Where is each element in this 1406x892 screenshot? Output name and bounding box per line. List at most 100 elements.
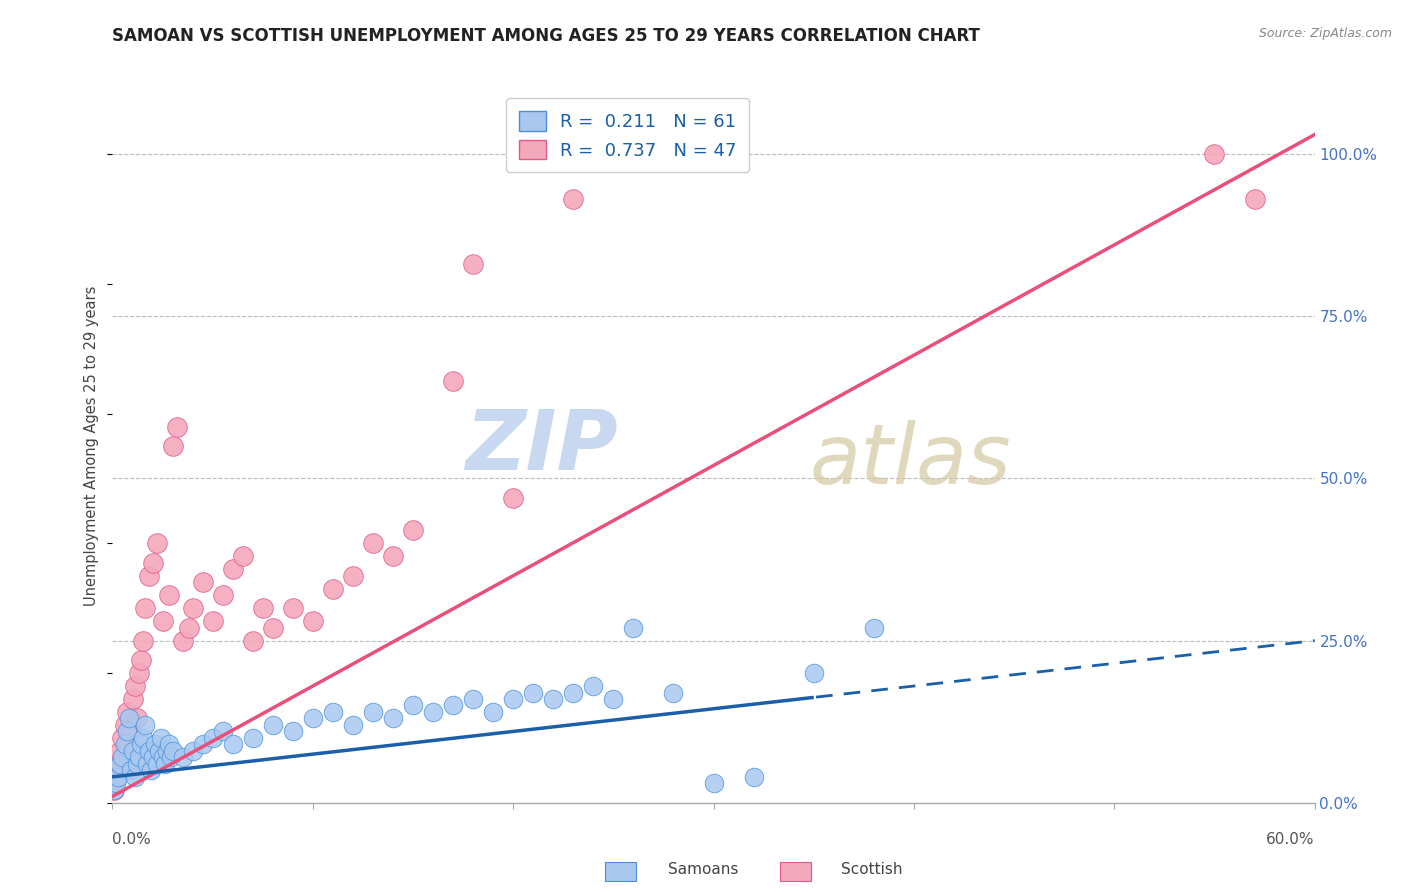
Point bbox=[302, 711, 325, 725]
Point bbox=[522, 685, 544, 699]
Point bbox=[155, 744, 177, 758]
Point bbox=[252, 601, 274, 615]
Point bbox=[124, 679, 146, 693]
Point bbox=[162, 439, 184, 453]
Point bbox=[281, 724, 304, 739]
Point bbox=[702, 776, 725, 790]
Point bbox=[152, 614, 174, 628]
Point bbox=[103, 782, 125, 797]
Point bbox=[157, 738, 180, 752]
Point bbox=[172, 750, 194, 764]
Point bbox=[107, 756, 129, 771]
Point bbox=[482, 705, 505, 719]
Point bbox=[110, 756, 132, 771]
Point bbox=[302, 614, 325, 628]
Point bbox=[120, 724, 142, 739]
Text: SAMOAN VS SCOTTISH UNEMPLOYMENT AMONG AGES 25 TO 29 YEARS CORRELATION CHART: SAMOAN VS SCOTTISH UNEMPLOYMENT AMONG AG… bbox=[112, 27, 980, 45]
Point bbox=[222, 562, 245, 576]
Point bbox=[621, 621, 644, 635]
Point bbox=[162, 744, 184, 758]
Point bbox=[242, 731, 264, 745]
Point bbox=[172, 633, 194, 648]
Point bbox=[145, 536, 167, 550]
Point bbox=[211, 588, 233, 602]
Point bbox=[128, 750, 150, 764]
Point bbox=[159, 750, 181, 764]
Point bbox=[602, 692, 624, 706]
Point bbox=[103, 782, 125, 797]
Point bbox=[242, 633, 264, 648]
Point bbox=[114, 738, 136, 752]
Point bbox=[422, 705, 444, 719]
Point bbox=[111, 750, 134, 764]
Point bbox=[222, 738, 245, 752]
Bar bbox=[605, 862, 636, 881]
Point bbox=[121, 744, 143, 758]
Point bbox=[166, 419, 188, 434]
Point bbox=[110, 744, 132, 758]
Point bbox=[461, 692, 484, 706]
Point bbox=[134, 601, 156, 615]
Point bbox=[145, 756, 167, 771]
Y-axis label: Unemployment Among Ages 25 to 29 years: Unemployment Among Ages 25 to 29 years bbox=[84, 285, 100, 607]
Point bbox=[262, 621, 284, 635]
Point bbox=[134, 718, 156, 732]
Point bbox=[138, 744, 160, 758]
Point bbox=[382, 711, 405, 725]
Point bbox=[115, 705, 138, 719]
Point bbox=[131, 633, 153, 648]
Text: Scottish: Scottish bbox=[841, 863, 903, 877]
Point bbox=[342, 568, 364, 582]
Text: Samoans: Samoans bbox=[668, 863, 738, 877]
Point bbox=[128, 666, 150, 681]
Point bbox=[361, 536, 384, 550]
Point bbox=[124, 770, 146, 784]
Point bbox=[177, 621, 200, 635]
Text: ZIP: ZIP bbox=[465, 406, 617, 486]
Point bbox=[191, 738, 214, 752]
Point bbox=[562, 685, 585, 699]
Point bbox=[322, 705, 344, 719]
Point bbox=[131, 731, 153, 745]
Point bbox=[211, 724, 233, 739]
Point bbox=[117, 738, 139, 752]
Point bbox=[141, 750, 163, 764]
Point bbox=[342, 718, 364, 732]
Text: Source: ZipAtlas.com: Source: ZipAtlas.com bbox=[1258, 27, 1392, 40]
Point bbox=[152, 750, 174, 764]
Point bbox=[139, 764, 162, 778]
Point bbox=[129, 653, 152, 667]
Point bbox=[361, 705, 384, 719]
Point bbox=[125, 711, 148, 725]
Point bbox=[863, 621, 886, 635]
Text: atlas: atlas bbox=[810, 420, 1011, 500]
Text: 60.0%: 60.0% bbox=[1267, 832, 1315, 847]
Point bbox=[153, 756, 176, 771]
Point bbox=[181, 744, 204, 758]
Point bbox=[138, 568, 160, 582]
Point bbox=[502, 491, 524, 505]
Point bbox=[562, 193, 585, 207]
Point bbox=[121, 692, 143, 706]
Point bbox=[181, 601, 204, 615]
Point bbox=[201, 614, 224, 628]
Point bbox=[191, 575, 214, 590]
Point bbox=[129, 738, 152, 752]
Point bbox=[502, 692, 524, 706]
Point bbox=[120, 764, 142, 778]
Point bbox=[201, 731, 224, 745]
Point bbox=[157, 588, 180, 602]
Point bbox=[803, 666, 825, 681]
Point bbox=[114, 718, 136, 732]
Point bbox=[582, 679, 605, 693]
Point bbox=[117, 711, 139, 725]
Legend: R =  0.211   N = 61, R =  0.737   N = 47: R = 0.211 N = 61, R = 0.737 N = 47 bbox=[506, 98, 749, 172]
Point bbox=[1243, 193, 1265, 207]
Point bbox=[281, 601, 304, 615]
Point bbox=[1204, 147, 1226, 161]
Text: 0.0%: 0.0% bbox=[112, 832, 152, 847]
Point bbox=[115, 724, 138, 739]
Point bbox=[461, 257, 484, 271]
Point bbox=[111, 731, 134, 745]
Point bbox=[441, 374, 464, 388]
